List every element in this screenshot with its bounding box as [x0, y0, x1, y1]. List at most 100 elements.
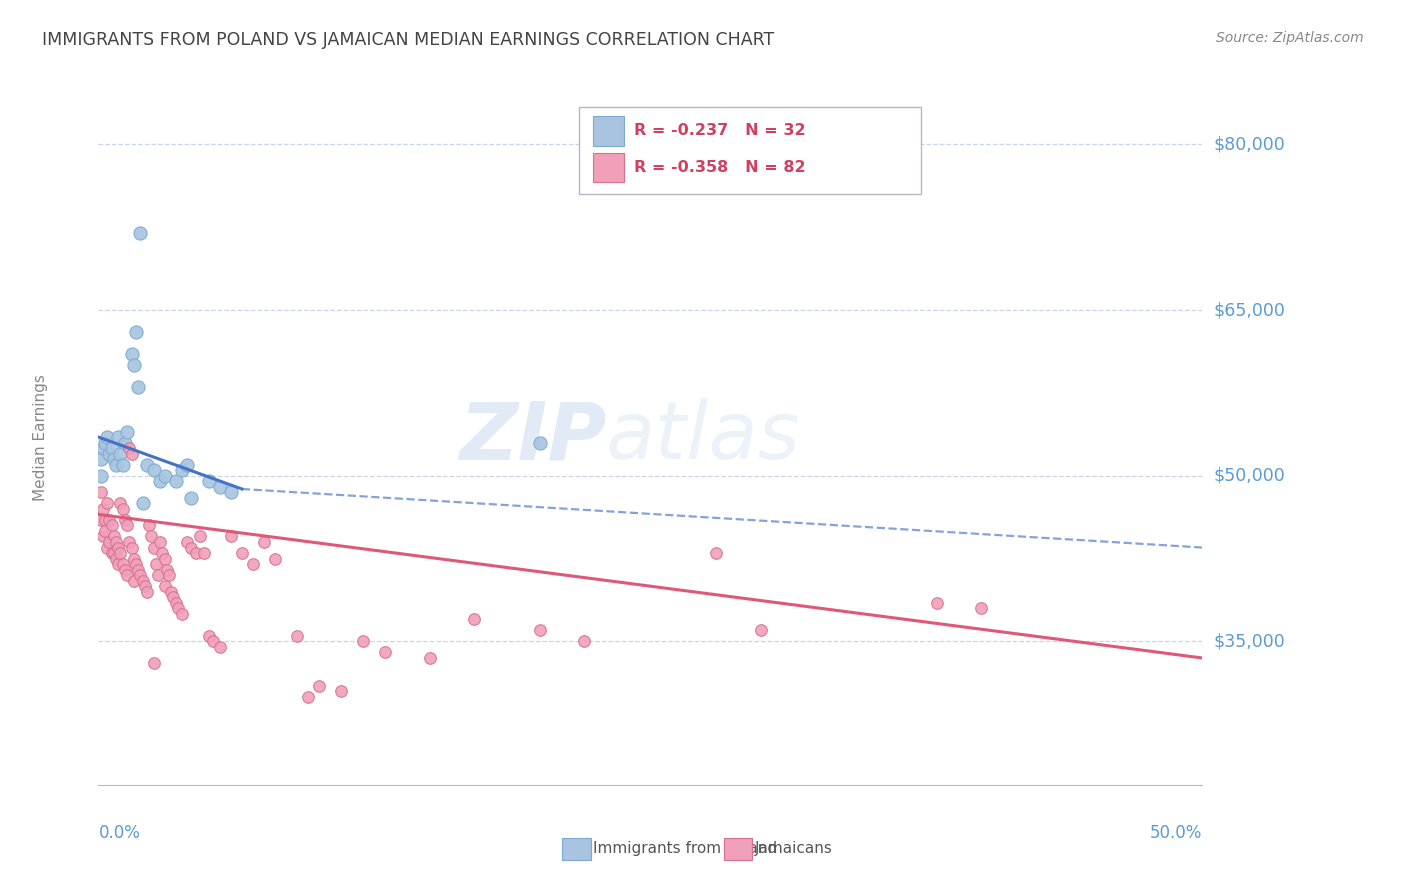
Point [219, 485, 242, 500]
Text: atlas: atlas [606, 398, 801, 476]
Point [122, 551, 145, 566]
Point [285, 629, 308, 643]
Point [167, 601, 190, 615]
Point [127, 380, 149, 394]
Point [197, 475, 219, 489]
Point [529, 435, 551, 450]
Point [111, 557, 134, 571]
Point [110, 496, 132, 510]
Point [153, 468, 176, 483]
Point [103, 529, 125, 543]
Point [253, 535, 276, 549]
Point [219, 529, 242, 543]
Point [98, 447, 121, 461]
Point [125, 325, 148, 339]
Point [121, 541, 143, 555]
Point [153, 579, 176, 593]
Point [152, 546, 174, 560]
Point [110, 447, 132, 461]
Text: Jamaicans: Jamaicans [755, 841, 832, 855]
Point [145, 557, 167, 571]
Point [136, 458, 159, 472]
Text: 50.0%: 50.0% [1150, 824, 1202, 842]
Point [160, 584, 183, 599]
Point [105, 551, 128, 566]
Point [111, 458, 134, 472]
Text: R = -0.358   N = 82: R = -0.358 N = 82 [634, 160, 806, 175]
Point [180, 491, 202, 505]
Point [100, 441, 122, 455]
Point [91, 501, 114, 516]
Point [970, 601, 993, 615]
Point [118, 535, 141, 549]
Point [176, 458, 198, 472]
Point [107, 541, 129, 555]
Point [156, 563, 179, 577]
Point [749, 624, 772, 638]
Point [94, 524, 117, 538]
Bar [593, 116, 624, 145]
Point [114, 563, 136, 577]
Point [105, 458, 128, 472]
Point [134, 579, 156, 593]
Point [131, 574, 153, 588]
Point [94, 435, 117, 450]
Point [114, 513, 136, 527]
Text: Source: ZipAtlas.com: Source: ZipAtlas.com [1216, 31, 1364, 45]
Text: R = -0.237   N = 32: R = -0.237 N = 32 [634, 123, 806, 138]
Point [127, 563, 149, 577]
Point [105, 535, 128, 549]
Point [107, 430, 129, 444]
Text: Median Earnings: Median Earnings [32, 374, 48, 500]
Point [308, 679, 330, 693]
Point [115, 518, 138, 533]
Text: $80,000: $80,000 [1213, 136, 1285, 153]
Text: $35,000: $35,000 [1213, 632, 1285, 650]
Point [297, 690, 319, 704]
Point [90, 452, 112, 467]
Point [202, 634, 225, 648]
Point [115, 425, 138, 439]
Point [103, 452, 125, 467]
Point [172, 463, 194, 477]
Point [111, 501, 134, 516]
Point [122, 359, 145, 373]
Text: 0.0%: 0.0% [98, 824, 141, 842]
Point [100, 518, 122, 533]
Point [149, 535, 172, 549]
Point [125, 557, 148, 571]
Point [146, 568, 169, 582]
Point [153, 551, 176, 566]
FancyBboxPatch shape [578, 106, 921, 194]
Point [141, 529, 163, 543]
Point [103, 546, 125, 560]
Point [96, 541, 118, 555]
Point [419, 651, 441, 665]
Point [142, 463, 165, 477]
Point [529, 624, 551, 638]
Point [90, 468, 112, 483]
Point [138, 518, 160, 533]
Bar [593, 153, 624, 182]
Point [107, 557, 129, 571]
Text: ZIP: ZIP [458, 398, 606, 476]
Point [231, 546, 253, 560]
Point [110, 546, 132, 560]
Point [172, 607, 194, 621]
Point [706, 546, 728, 560]
Point [149, 475, 172, 489]
Point [96, 496, 118, 510]
Point [121, 347, 143, 361]
Point [184, 546, 207, 560]
Point [180, 541, 202, 555]
Point [176, 535, 198, 549]
Point [188, 529, 211, 543]
Point [927, 596, 949, 610]
Text: $65,000: $65,000 [1213, 301, 1285, 319]
Point [90, 513, 112, 527]
Point [118, 441, 141, 455]
Point [121, 447, 143, 461]
Point [115, 568, 138, 582]
Point [142, 541, 165, 555]
Point [94, 513, 117, 527]
